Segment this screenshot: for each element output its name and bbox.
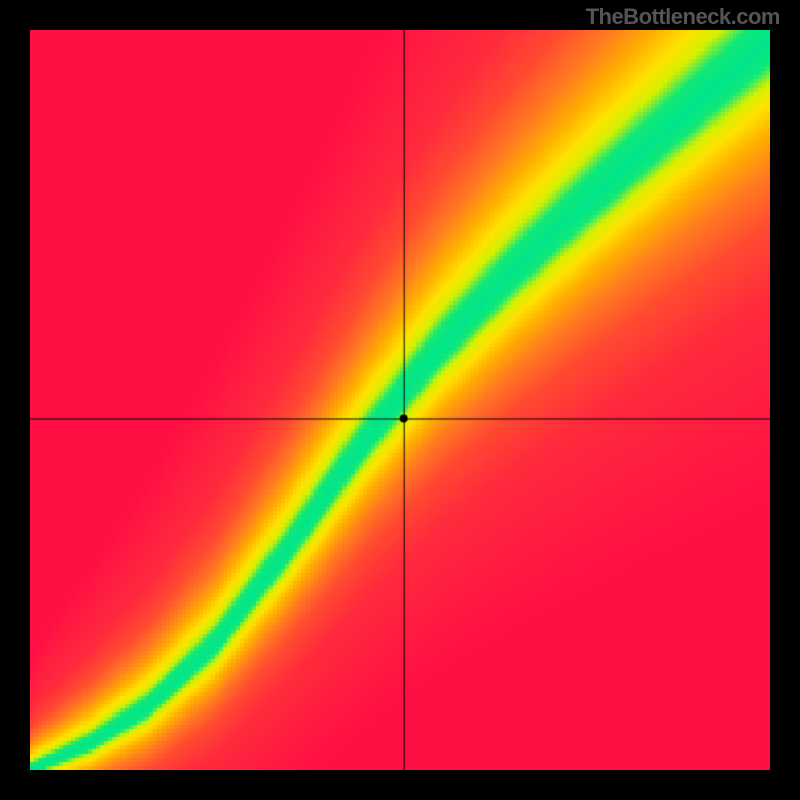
watermark-text: TheBottleneck.com: [586, 4, 780, 30]
bottleneck-heatmap-canvas: [30, 30, 770, 770]
chart-container: TheBottleneck.com: [0, 0, 800, 800]
